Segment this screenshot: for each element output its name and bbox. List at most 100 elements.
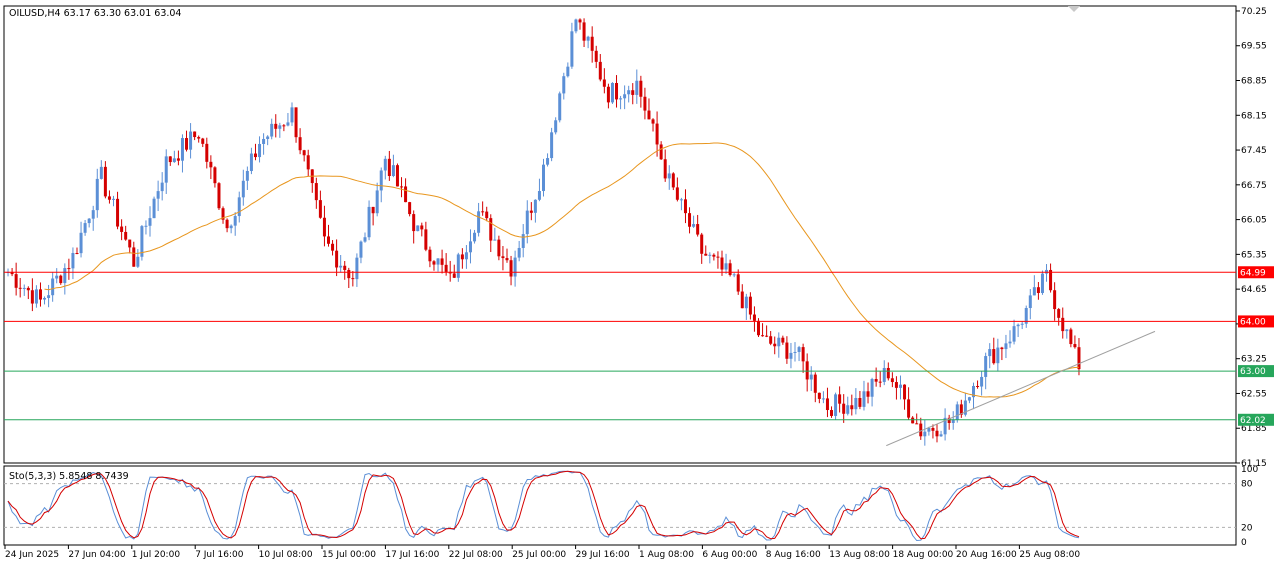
candle-body <box>894 382 898 388</box>
candle-body <box>38 289 42 300</box>
candle-body <box>71 253 75 269</box>
candle-body <box>375 190 379 214</box>
candle-body <box>132 247 136 267</box>
candle-body <box>412 214 416 232</box>
candle-body <box>562 76 566 94</box>
candle-body <box>692 224 696 227</box>
candle-body <box>47 295 51 298</box>
candle-body <box>43 297 47 300</box>
candle-body <box>116 198 120 227</box>
candle-body <box>327 236 330 244</box>
candle-body <box>30 290 34 304</box>
level-price-tag <box>1238 266 1274 279</box>
candle-body <box>874 379 878 382</box>
candle-body <box>318 200 322 218</box>
candle-body <box>432 261 436 265</box>
candle-body <box>383 158 387 171</box>
time-axis-label: 29 Jul 16:00 <box>576 550 630 560</box>
time-axis-label: 1 Jul 20:00 <box>132 550 181 560</box>
candle-body <box>404 186 408 203</box>
candle-body <box>610 82 614 103</box>
candle-body <box>546 158 550 165</box>
candle-body <box>229 225 233 229</box>
time-axis-label: 22 Jul 08:00 <box>449 550 503 560</box>
candle-body <box>927 428 931 432</box>
candle-body <box>172 158 176 163</box>
candle-body <box>18 287 22 289</box>
candle-body <box>452 273 456 278</box>
stochastic-panel[interactable] <box>3 465 1237 546</box>
candle-body <box>128 239 132 248</box>
candle-body <box>1036 287 1040 294</box>
candle-body <box>590 36 594 51</box>
candle-body <box>306 155 310 170</box>
candle-body <box>59 275 63 284</box>
candle-body <box>371 206 375 214</box>
candle-body <box>931 428 935 431</box>
candle-body <box>838 394 842 404</box>
candle-body <box>947 417 951 423</box>
candle-body <box>850 405 854 410</box>
level-price-tag-label: 63.00 <box>1240 367 1266 377</box>
candle-body <box>704 253 708 256</box>
support-trendline[interactable] <box>886 330 1156 447</box>
candle-body <box>517 247 521 258</box>
time-axis-label: 18 Aug 00:00 <box>893 550 954 560</box>
candle-body <box>1065 329 1069 332</box>
candle-body <box>935 430 939 437</box>
time-axis-label: 10 Jul 08:00 <box>259 550 313 560</box>
candle-body <box>79 232 83 254</box>
candle-body <box>1040 273 1044 294</box>
candle-body <box>663 159 667 179</box>
candle-body <box>99 166 103 179</box>
candle-body <box>1020 323 1024 325</box>
candle-body <box>752 314 756 321</box>
candle-body <box>959 404 963 415</box>
time-axis-label: 7 Jul 16:00 <box>195 550 244 560</box>
candle-body <box>537 191 541 200</box>
chart-shift-icon[interactable] <box>1068 6 1080 12</box>
candle-body <box>286 122 290 126</box>
candle-body <box>525 210 529 235</box>
candle-body <box>907 399 911 418</box>
candle-body <box>249 153 253 171</box>
candle-body <box>821 398 825 400</box>
candle-body <box>456 254 460 278</box>
candle-body <box>477 211 481 233</box>
price-panel[interactable] <box>3 5 1237 464</box>
candle-body <box>781 337 785 343</box>
candle-body <box>193 131 197 138</box>
candle-body <box>253 153 257 158</box>
candle-body <box>631 90 635 95</box>
candle-body <box>225 219 229 229</box>
moving-average-line <box>44 142 1080 398</box>
candle-body <box>14 274 18 288</box>
candle-body <box>270 123 274 137</box>
candle-body <box>615 82 619 100</box>
candle-body <box>424 229 428 250</box>
candle-body <box>1000 347 1004 350</box>
candle-body <box>505 258 509 261</box>
candle-body <box>67 268 71 270</box>
candle-body <box>213 167 217 184</box>
candle-body <box>586 36 590 41</box>
candle-body <box>34 289 38 304</box>
candle-body <box>408 202 412 215</box>
level-price-tag <box>1238 413 1274 426</box>
candle-body <box>647 110 651 120</box>
candle-body <box>675 187 679 200</box>
candle-body <box>1032 287 1036 296</box>
candle-body <box>355 257 359 280</box>
level-price-tag <box>1238 365 1274 378</box>
candle-body <box>221 208 225 220</box>
candle-body <box>176 158 180 161</box>
candle-body <box>659 144 663 160</box>
candle-body <box>241 180 245 198</box>
stochastic-axis: 100 80 20 0 <box>1241 465 1258 548</box>
candle-body <box>51 278 55 296</box>
time-axis-label: 17 Jul 16:00 <box>385 550 439 560</box>
candle-body <box>720 257 724 270</box>
candle-body <box>886 367 890 379</box>
price-axis-label: 66.75 <box>1241 181 1267 191</box>
